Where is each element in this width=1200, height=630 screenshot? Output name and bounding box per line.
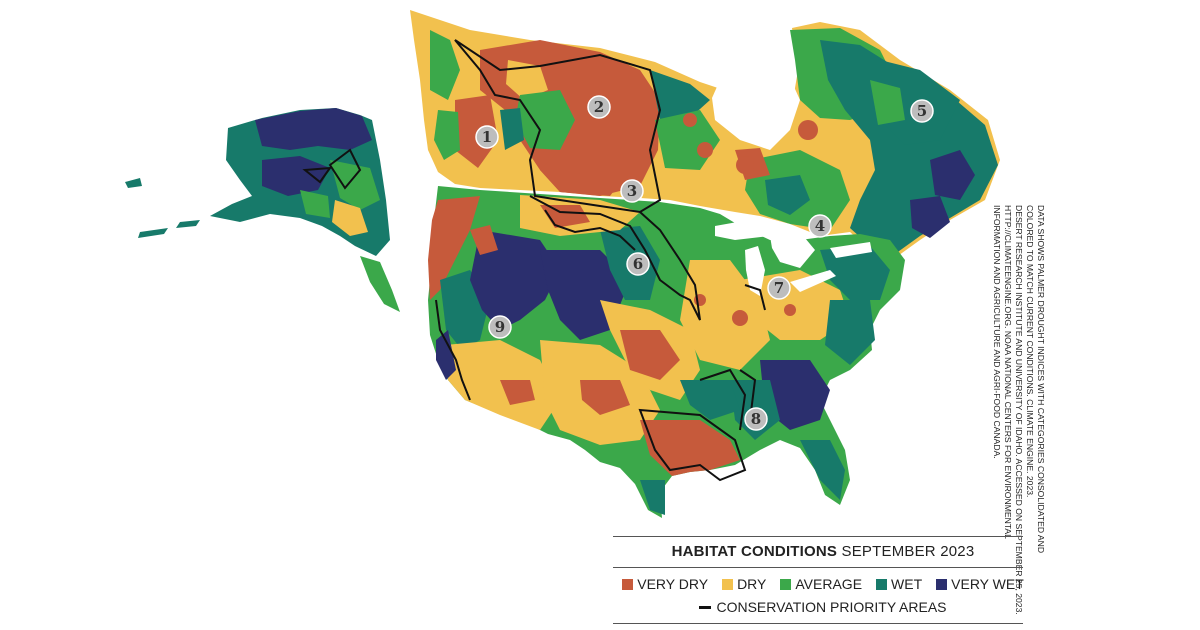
legend-item-label: WET [891, 576, 923, 592]
legend-conservation-priority: CONSERVATION PRIORITY AREAS [613, 599, 1033, 615]
marker-9-label: 9 [495, 318, 505, 336]
source-note-line: HTTP://CLIMATEENGINE.ORG. NOAA NATIONAL … [1003, 205, 1013, 539]
marker-6-label: 6 [633, 255, 643, 273]
legend-item-dry: DRY [722, 576, 766, 592]
legend-item-label: AVERAGE [795, 576, 863, 592]
wet-swatch [876, 578, 888, 590]
marker-4-label: 4 [815, 217, 825, 235]
legend-title-date: SEPTEMBER 2023 [841, 543, 975, 560]
very-dry-swatch [622, 578, 634, 590]
legend-item-very-wet: VERY WET [936, 576, 1024, 592]
average-swatch [780, 578, 792, 590]
region-markers: 1 2 3 4 5 6 7 8 9 [475, 95, 934, 431]
marker-8-label: 8 [751, 410, 761, 428]
marker-5-label: 5 [917, 102, 927, 120]
legend-title-bold: HABITAT CONDITIONS [671, 543, 838, 560]
marker-3[interactable]: 3 [620, 179, 644, 203]
legend-title: HABITAT CONDITIONS SEPTEMBER 2023 [613, 543, 1033, 560]
legend-divider [613, 536, 1023, 537]
dry-swatch [722, 578, 734, 590]
marker-8[interactable]: 8 [744, 407, 768, 431]
source-note: DATA SHOWS PALMER DROUGHT INDICES WITH C… [991, 205, 1046, 615]
source-note-line: DATA SHOWS PALMER DROUGHT INDICES WITH C… [1036, 205, 1046, 554]
marker-1-label: 1 [482, 128, 492, 146]
very-wet-swatch [936, 578, 948, 590]
legend-divider [613, 567, 1023, 568]
conservation-priority-outlines [302, 39, 766, 482]
marker-2[interactable]: 2 [587, 95, 611, 119]
source-note-line: COLORED TO MATCH CURRENT CONDITIONS. CLI… [1025, 205, 1035, 498]
marker-7-label: 7 [774, 279, 784, 297]
legend-item-label: VERY DRY [637, 576, 709, 592]
marker-6[interactable]: 6 [626, 252, 650, 276]
legend-item-label: DRY [737, 576, 767, 592]
great-lakes [715, 218, 872, 296]
legend-divider [613, 623, 1023, 624]
legend-item-average: AVERAGE [780, 576, 862, 592]
marker-3-label: 3 [627, 182, 637, 200]
canada-region [410, 10, 1000, 258]
marker-4[interactable]: 4 [808, 214, 832, 238]
source-note-line: DESERT RESEARCH INSTITUTE AND UNIVERSITY… [1014, 205, 1024, 615]
legend-item-wet: WET [876, 576, 922, 592]
marker-9[interactable]: 9 [488, 315, 512, 339]
map-legend: HABITAT CONDITIONS SEPTEMBER 2023 VERY D… [613, 536, 1033, 624]
alaska-region [125, 108, 400, 312]
priority-line-icon [699, 605, 712, 609]
us-region [428, 186, 905, 518]
legend-item-very-dry: VERY DRY [622, 576, 708, 592]
source-note-line: INFORMATION AND AGRICULTURE AND AGRI-FOO… [992, 205, 1002, 459]
legend-priority-label: CONSERVATION PRIORITY AREAS [716, 599, 947, 615]
marker-2-label: 2 [594, 98, 604, 116]
marker-1[interactable]: 1 [475, 125, 499, 149]
legend-item-label: VERY WET [951, 576, 1024, 592]
marker-7[interactable]: 7 [767, 276, 791, 300]
marker-5[interactable]: 5 [910, 99, 934, 123]
legend-categories: VERY DRY DRY AVERAGE WET VERY WET [613, 576, 1033, 592]
